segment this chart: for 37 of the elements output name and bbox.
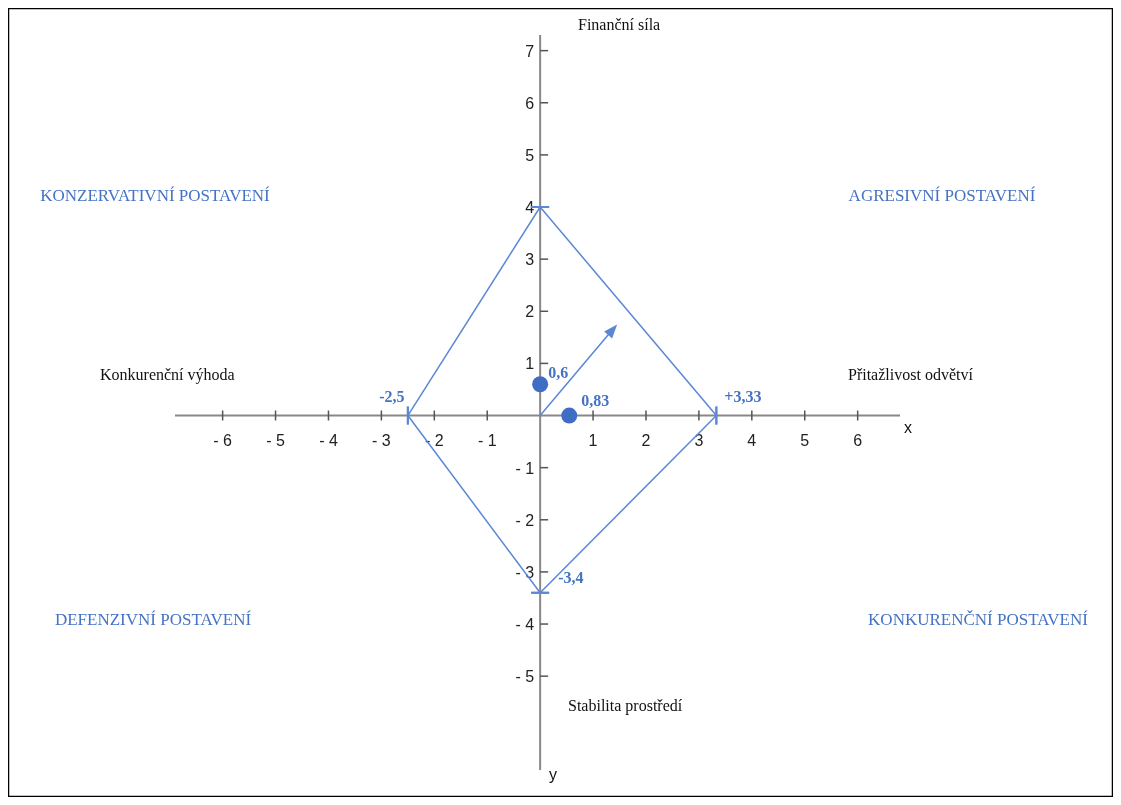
- annotation: Konkurenční výhoda: [100, 366, 235, 384]
- y-tick-label: 2: [525, 303, 535, 321]
- y-tick-label: 7: [525, 42, 535, 60]
- x-tick-label: 1: [588, 431, 598, 449]
- annotation: Přitažlivost odvětví: [848, 366, 974, 383]
- annotation: 0,6: [548, 364, 569, 382]
- y-tick-label: - 4: [515, 616, 535, 634]
- x-tick-label: 6: [853, 431, 863, 449]
- annotation: DEFENZIVNÍ POSTAVENÍ: [54, 610, 252, 629]
- text: Finanční síla: [578, 16, 661, 33]
- annotation: +3,33: [724, 387, 762, 405]
- y-tick-label: 5: [525, 146, 535, 164]
- annotation: 0,83: [581, 391, 610, 409]
- annotation: KONKURENČNÍ POSTAVENÍ: [868, 610, 1089, 629]
- y-tick-label: 3: [525, 251, 535, 269]
- annotation: -2,5: [379, 387, 405, 405]
- x-tick-label: 5: [800, 431, 810, 449]
- x-tick-label: - 1: [477, 431, 497, 449]
- x-tick-label: 4: [747, 431, 757, 449]
- annotation: KONZERVATIVNÍ POSTAVENÍ: [40, 186, 271, 205]
- y-tick-label: - 1: [515, 459, 535, 477]
- x-tick-label: - 3: [372, 431, 391, 449]
- y-tick-label: 4: [525, 199, 535, 217]
- y-tick-label: 6: [525, 94, 535, 112]
- annotation: -3,4: [558, 568, 584, 586]
- x-tick-label: - 5: [266, 431, 285, 449]
- y-tick-label: - 2: [515, 511, 535, 529]
- x-tick-label: 2: [641, 431, 651, 449]
- y-tick-label: 1: [525, 355, 535, 373]
- y-tick-label: - 5: [515, 668, 535, 686]
- x-tick-label: - 4: [319, 431, 338, 449]
- annotation: Stabilita prostředí: [568, 697, 683, 715]
- annotation: y: [549, 766, 557, 783]
- annotation: AGRESIVNÍ POSTAVENÍ: [848, 186, 1036, 205]
- x-tick-label: - 2: [424, 431, 444, 449]
- x-tick-label: - 6: [213, 431, 233, 449]
- text: x: [904, 419, 912, 436]
